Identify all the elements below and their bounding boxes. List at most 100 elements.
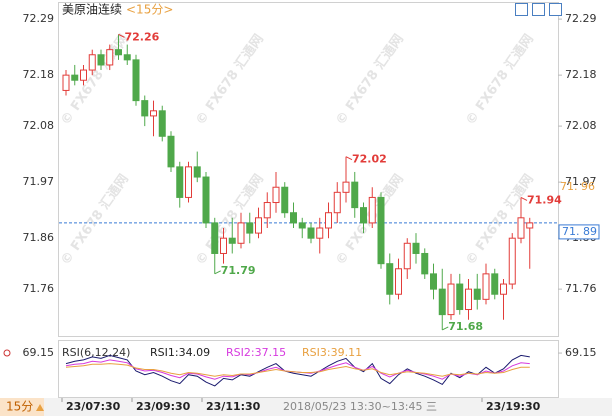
candle-body xyxy=(123,54,131,61)
annotation-label: 72.26 xyxy=(125,30,160,43)
rsi-tick-label: 69.15 xyxy=(23,346,55,359)
candle-body xyxy=(193,166,201,178)
candle-body xyxy=(88,54,96,71)
candle-body xyxy=(141,100,149,117)
candle-body xyxy=(185,166,192,198)
bottom-bar xyxy=(0,398,612,416)
candle-body xyxy=(316,227,324,239)
candle-body xyxy=(246,222,254,234)
candle-body xyxy=(482,273,490,300)
x-tick-label: 23/19:30 xyxy=(486,400,541,413)
candle-body xyxy=(491,273,499,295)
candle-body xyxy=(237,222,245,244)
x-tick-label: 23/11:30 xyxy=(206,400,261,413)
candle-body xyxy=(176,166,184,198)
annotation-label: 72.02 xyxy=(352,153,387,166)
annotation-label: 71.79 xyxy=(221,264,256,277)
candle-body xyxy=(106,49,114,66)
candle-body xyxy=(132,59,140,102)
annotation-pointer xyxy=(520,196,528,201)
candle-body xyxy=(395,268,402,295)
rsi-line xyxy=(65,363,530,377)
y-tick-label-right: 71.97 xyxy=(565,175,597,188)
candle-body xyxy=(526,222,534,229)
candle-body xyxy=(351,181,359,209)
candle-body xyxy=(456,283,464,311)
candle-body xyxy=(228,237,236,244)
period-button[interactable] xyxy=(0,398,44,416)
y-tick-label: 71.97 xyxy=(23,175,55,188)
annotation-pointer xyxy=(214,270,221,275)
toolbar-button[interactable] xyxy=(532,3,545,16)
rsi-icon xyxy=(3,349,11,357)
candle-body xyxy=(167,135,175,168)
y-tick-label: 71.86 xyxy=(23,231,55,244)
candle-body xyxy=(307,227,315,239)
candle-body xyxy=(150,110,157,117)
toolbar-button[interactable] xyxy=(515,3,528,16)
candle-body xyxy=(298,222,306,229)
price-box xyxy=(558,224,600,240)
candle-body xyxy=(342,181,350,193)
rsi-frame xyxy=(58,340,559,398)
candle-body xyxy=(80,69,87,81)
annotation-pointer xyxy=(118,33,125,38)
candle-body xyxy=(71,74,79,81)
candle-body xyxy=(360,207,367,224)
chart-period: <15分> xyxy=(126,3,173,17)
candle-body xyxy=(438,288,446,316)
y-tick-label: 72.18 xyxy=(23,68,55,81)
y-tick-label: 72.08 xyxy=(23,119,55,132)
period-button-label[interactable]: 15分 xyxy=(6,400,33,414)
candle-body xyxy=(386,263,394,295)
annotation-pointer xyxy=(345,156,353,161)
rsi-title: RSI(6,12,24) xyxy=(62,346,130,359)
candle-body xyxy=(115,49,122,56)
candle-body xyxy=(290,212,297,224)
annotation-pointer xyxy=(442,326,449,331)
legend-entry: RSI2:37.15 xyxy=(226,346,286,359)
candle-body xyxy=(325,212,332,229)
y-tick-label-right: 72.18 xyxy=(565,68,597,81)
y-tick-label: 72.29 xyxy=(23,12,55,25)
annotation-label: 71.68 xyxy=(448,320,483,333)
rsi-tick-label-right: 69.15 xyxy=(565,346,597,359)
y-tick-label: 71.76 xyxy=(23,282,55,295)
candle-body xyxy=(220,237,227,254)
candle-body xyxy=(508,237,516,285)
annotation-label: 71.94 xyxy=(527,193,562,206)
y-tick-label-right: 72.08 xyxy=(565,119,597,132)
candle-body xyxy=(158,110,166,137)
x-tick-label: 23/09:30 xyxy=(136,400,191,413)
toolbar xyxy=(515,3,562,16)
price-line-label: 71. 96 xyxy=(560,180,595,193)
candle-body xyxy=(500,283,507,295)
candle-body xyxy=(272,186,280,204)
candle-body xyxy=(377,196,385,265)
period-arrow[interactable] xyxy=(36,404,44,411)
candle-body xyxy=(412,242,420,254)
candle-body xyxy=(368,196,376,224)
main-frame xyxy=(58,2,559,337)
x-tick-label: 23/07:30 xyxy=(66,400,121,413)
candle-body xyxy=(403,242,411,270)
y-tick-label-right: 71.76 xyxy=(565,282,597,295)
candle-body xyxy=(263,202,271,219)
candle-body xyxy=(421,252,429,275)
toolbar-button[interactable] xyxy=(549,3,562,16)
candle-body xyxy=(333,191,341,214)
legend-entry: RSI3:39.11 xyxy=(302,346,362,359)
candle-body xyxy=(211,222,219,254)
candle-body xyxy=(517,217,525,239)
candle-body xyxy=(202,176,210,224)
candle-body xyxy=(465,288,472,311)
candle-body xyxy=(473,288,481,300)
candle-body xyxy=(281,186,289,214)
candle-body xyxy=(97,54,105,66)
candle-body xyxy=(447,283,455,316)
cursor-label: 2018/05/23 13:30~13:45 三 xyxy=(283,400,437,413)
y-tick-label-right: 72.29 xyxy=(565,12,597,25)
candle-body xyxy=(430,273,437,290)
